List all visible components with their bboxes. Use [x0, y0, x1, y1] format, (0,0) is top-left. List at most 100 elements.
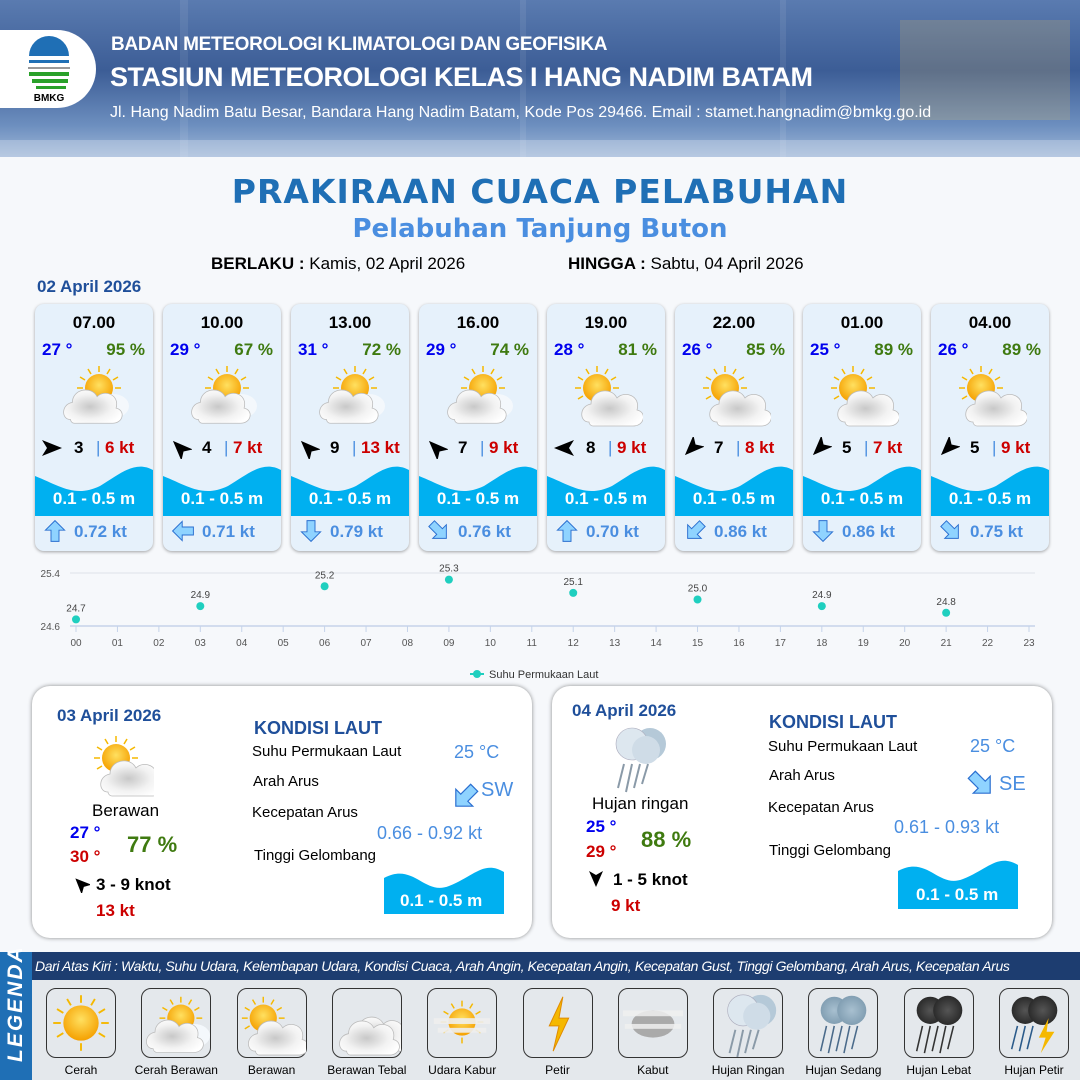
separator: |	[480, 438, 485, 457]
current-speed: 0.75 kt	[970, 522, 1023, 541]
wave-height: 0.1 - 0.5 m	[564, 489, 648, 508]
wave-label: Tinggi Gelombang	[769, 842, 892, 859]
berawan-icon	[238, 989, 306, 1057]
legend-label: Berawan Tebal	[327, 1063, 407, 1077]
hujan-lebat-icon	[915, 995, 963, 1054]
wind-speed: 7	[458, 438, 468, 457]
wind-row: 5 | 9 kt	[936, 437, 1046, 459]
current-dir: SW	[481, 779, 514, 801]
data-label: 25.3	[439, 564, 459, 575]
wave-height: 0.1 - 0.5 m	[948, 489, 1032, 508]
sea-surface-temp-chart: 24.6 25.4 00 01 02 03 04 05 06 07 08 09 10 11 12 13 14 15…	[41, 564, 1035, 681]
current-speed: 0.86 kt	[714, 522, 767, 541]
current-speed: 0.66 - 0.92 kt	[377, 823, 483, 843]
wind-direction-icon	[168, 437, 192, 459]
separator: |	[864, 438, 869, 457]
data-point	[196, 602, 205, 611]
agency-name: BADAN METEOROLOGI KLIMATOLOGI DAN GEOFIS…	[111, 34, 608, 55]
gust-speed: 7 kt	[873, 438, 903, 457]
wave-height: 0.1 - 0.5 m	[436, 489, 520, 508]
legend-label: Hujan Lebat	[906, 1063, 972, 1077]
x-tick-label: 11	[527, 638, 538, 649]
wind-row: 3 | 6 kt	[40, 437, 150, 459]
legend-side-label: LEGENDA	[0, 945, 32, 1080]
wave-icon	[35, 466, 153, 516]
wave-height: 0.1 - 0.5 m	[52, 489, 136, 508]
station-address: Jl. Hang Nadim Batu Besar, Bandara Hang …	[110, 104, 932, 121]
kabut-icon	[622, 1010, 683, 1038]
air-temperature: 29 °	[426, 340, 457, 359]
x-tick-label: 15	[692, 638, 704, 649]
separator: |	[608, 438, 613, 457]
air-temperature: 25 °	[810, 340, 841, 359]
humidity: 72 %	[362, 340, 401, 359]
sea-heading: KONDISI LAUT	[254, 718, 382, 738]
wind-direction-icon	[42, 440, 62, 456]
air-temperature: 29 °	[170, 340, 201, 359]
data-point	[320, 582, 329, 591]
wind-speed: 4	[202, 438, 212, 457]
gust-speed: 7 kt	[233, 438, 263, 457]
humidity: 89 %	[874, 340, 913, 359]
cerah-icon	[52, 994, 110, 1052]
weather-condition: Berawan	[92, 801, 160, 820]
wave-icon	[419, 466, 537, 516]
wind-direction-icon	[808, 437, 832, 459]
humidity: 89 %	[1002, 340, 1041, 359]
data-point	[72, 615, 80, 624]
temp-min: 27 °	[70, 823, 101, 842]
legend-item-udara-kabur	[427, 988, 498, 1058]
humidity: 77 %	[127, 832, 178, 857]
day1-date: 02 April 2026	[37, 277, 142, 296]
forecast-panel-day3: 04 April 2026 Hujan ringan 25 ° 29 ° 88 …	[552, 686, 1052, 938]
temp-max: 29 °	[586, 842, 617, 861]
y-tick-label: 24.6	[41, 622, 61, 633]
current-speed-label: Kecepatan Arus	[252, 804, 358, 821]
forecast-card: 04.00 26 ° 89 % 5 | 9 kt 0.1 - 0.5 m 0.7…	[931, 304, 1049, 551]
data-label: 24.8	[936, 597, 956, 608]
separator: |	[992, 438, 997, 457]
data-point	[444, 575, 453, 584]
wind-direction-icon	[424, 437, 448, 459]
air-temperature: 26 °	[938, 340, 969, 359]
forecast-time: 04.00	[968, 313, 1012, 332]
legend-item-cerah	[46, 988, 116, 1058]
legend-label: Kabut	[637, 1063, 669, 1077]
bmkg-logo: BMKG	[0, 30, 96, 108]
wave-icon	[547, 466, 665, 516]
gust-speed: 9 kt	[611, 896, 641, 915]
separator: |	[352, 438, 357, 457]
forecast-time: 22.00	[712, 313, 756, 332]
current-speed: 0.71 kt	[202, 522, 255, 541]
wave-height: 0.1 - 0.5 m	[820, 489, 904, 508]
wave-height: 0.1 - 0.5 m	[916, 885, 999, 904]
x-tick-label: 16	[733, 638, 745, 649]
x-tick-label: 04	[236, 638, 248, 649]
data-label: 24.9	[191, 590, 211, 601]
x-tick-label: 09	[443, 638, 455, 649]
wind-row: 9 | 13 kt	[296, 437, 406, 459]
x-tick-label: 02	[153, 638, 165, 649]
port-name: Pelabuhan Tanjung Buton	[352, 214, 728, 244]
forecast-time: 19.00	[584, 313, 628, 332]
wind-direction-icon	[75, 878, 90, 893]
sst-label: Suhu Permukaan Laut	[768, 738, 918, 755]
forecast-card: 19.00 28 ° 81 % 8 | 9 kt 0.1 - 0.5 m 0.7…	[547, 304, 665, 551]
gust-speed: 9 kt	[489, 438, 519, 457]
current-direction-icon	[939, 516, 963, 546]
wind-direction-icon	[554, 440, 574, 456]
legend-label: Petir	[545, 1063, 570, 1077]
x-tick-label: 12	[568, 638, 580, 649]
hujan-petir-icon	[1010, 995, 1058, 1054]
panel-date: 03 April 2026	[57, 706, 162, 725]
data-label: 25.2	[315, 570, 335, 581]
data-point	[569, 588, 578, 597]
x-tick-label: 10	[485, 638, 497, 649]
gust-speed: 8 kt	[745, 438, 775, 457]
wave-icon	[898, 859, 1018, 909]
legend-item-cerah-berawan	[141, 988, 212, 1058]
forecast-card: 07.00 27 ° 95 % 3 | 6 kt 0.1 - 0.5 m 0.7…	[35, 304, 153, 551]
x-tick-label: 00	[70, 638, 82, 649]
x-tick-label: 17	[775, 638, 787, 649]
air-temperature: 26 °	[682, 340, 713, 359]
